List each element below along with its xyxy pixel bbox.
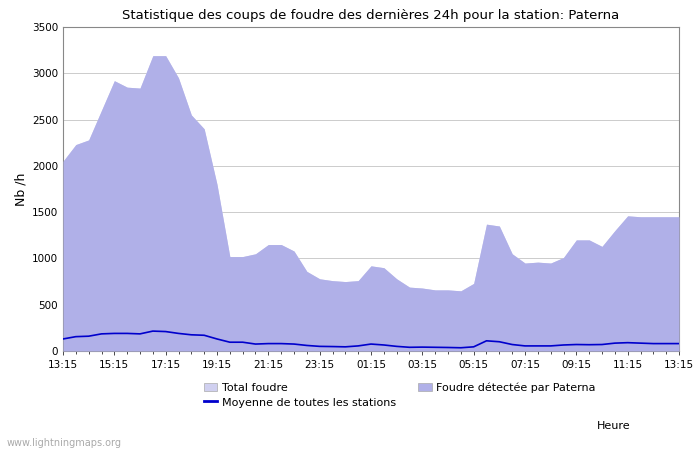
Legend: Total foudre, Moyenne de toutes les stations, Foudre détectée par Paterna: Total foudre, Moyenne de toutes les stat… — [204, 382, 596, 408]
Text: Heure: Heure — [596, 421, 630, 431]
Text: www.lightningmaps.org: www.lightningmaps.org — [7, 438, 122, 448]
Title: Statistique des coups de foudre des dernières 24h pour la station: Paterna: Statistique des coups de foudre des dern… — [122, 9, 620, 22]
Y-axis label: Nb /h: Nb /h — [15, 172, 28, 206]
